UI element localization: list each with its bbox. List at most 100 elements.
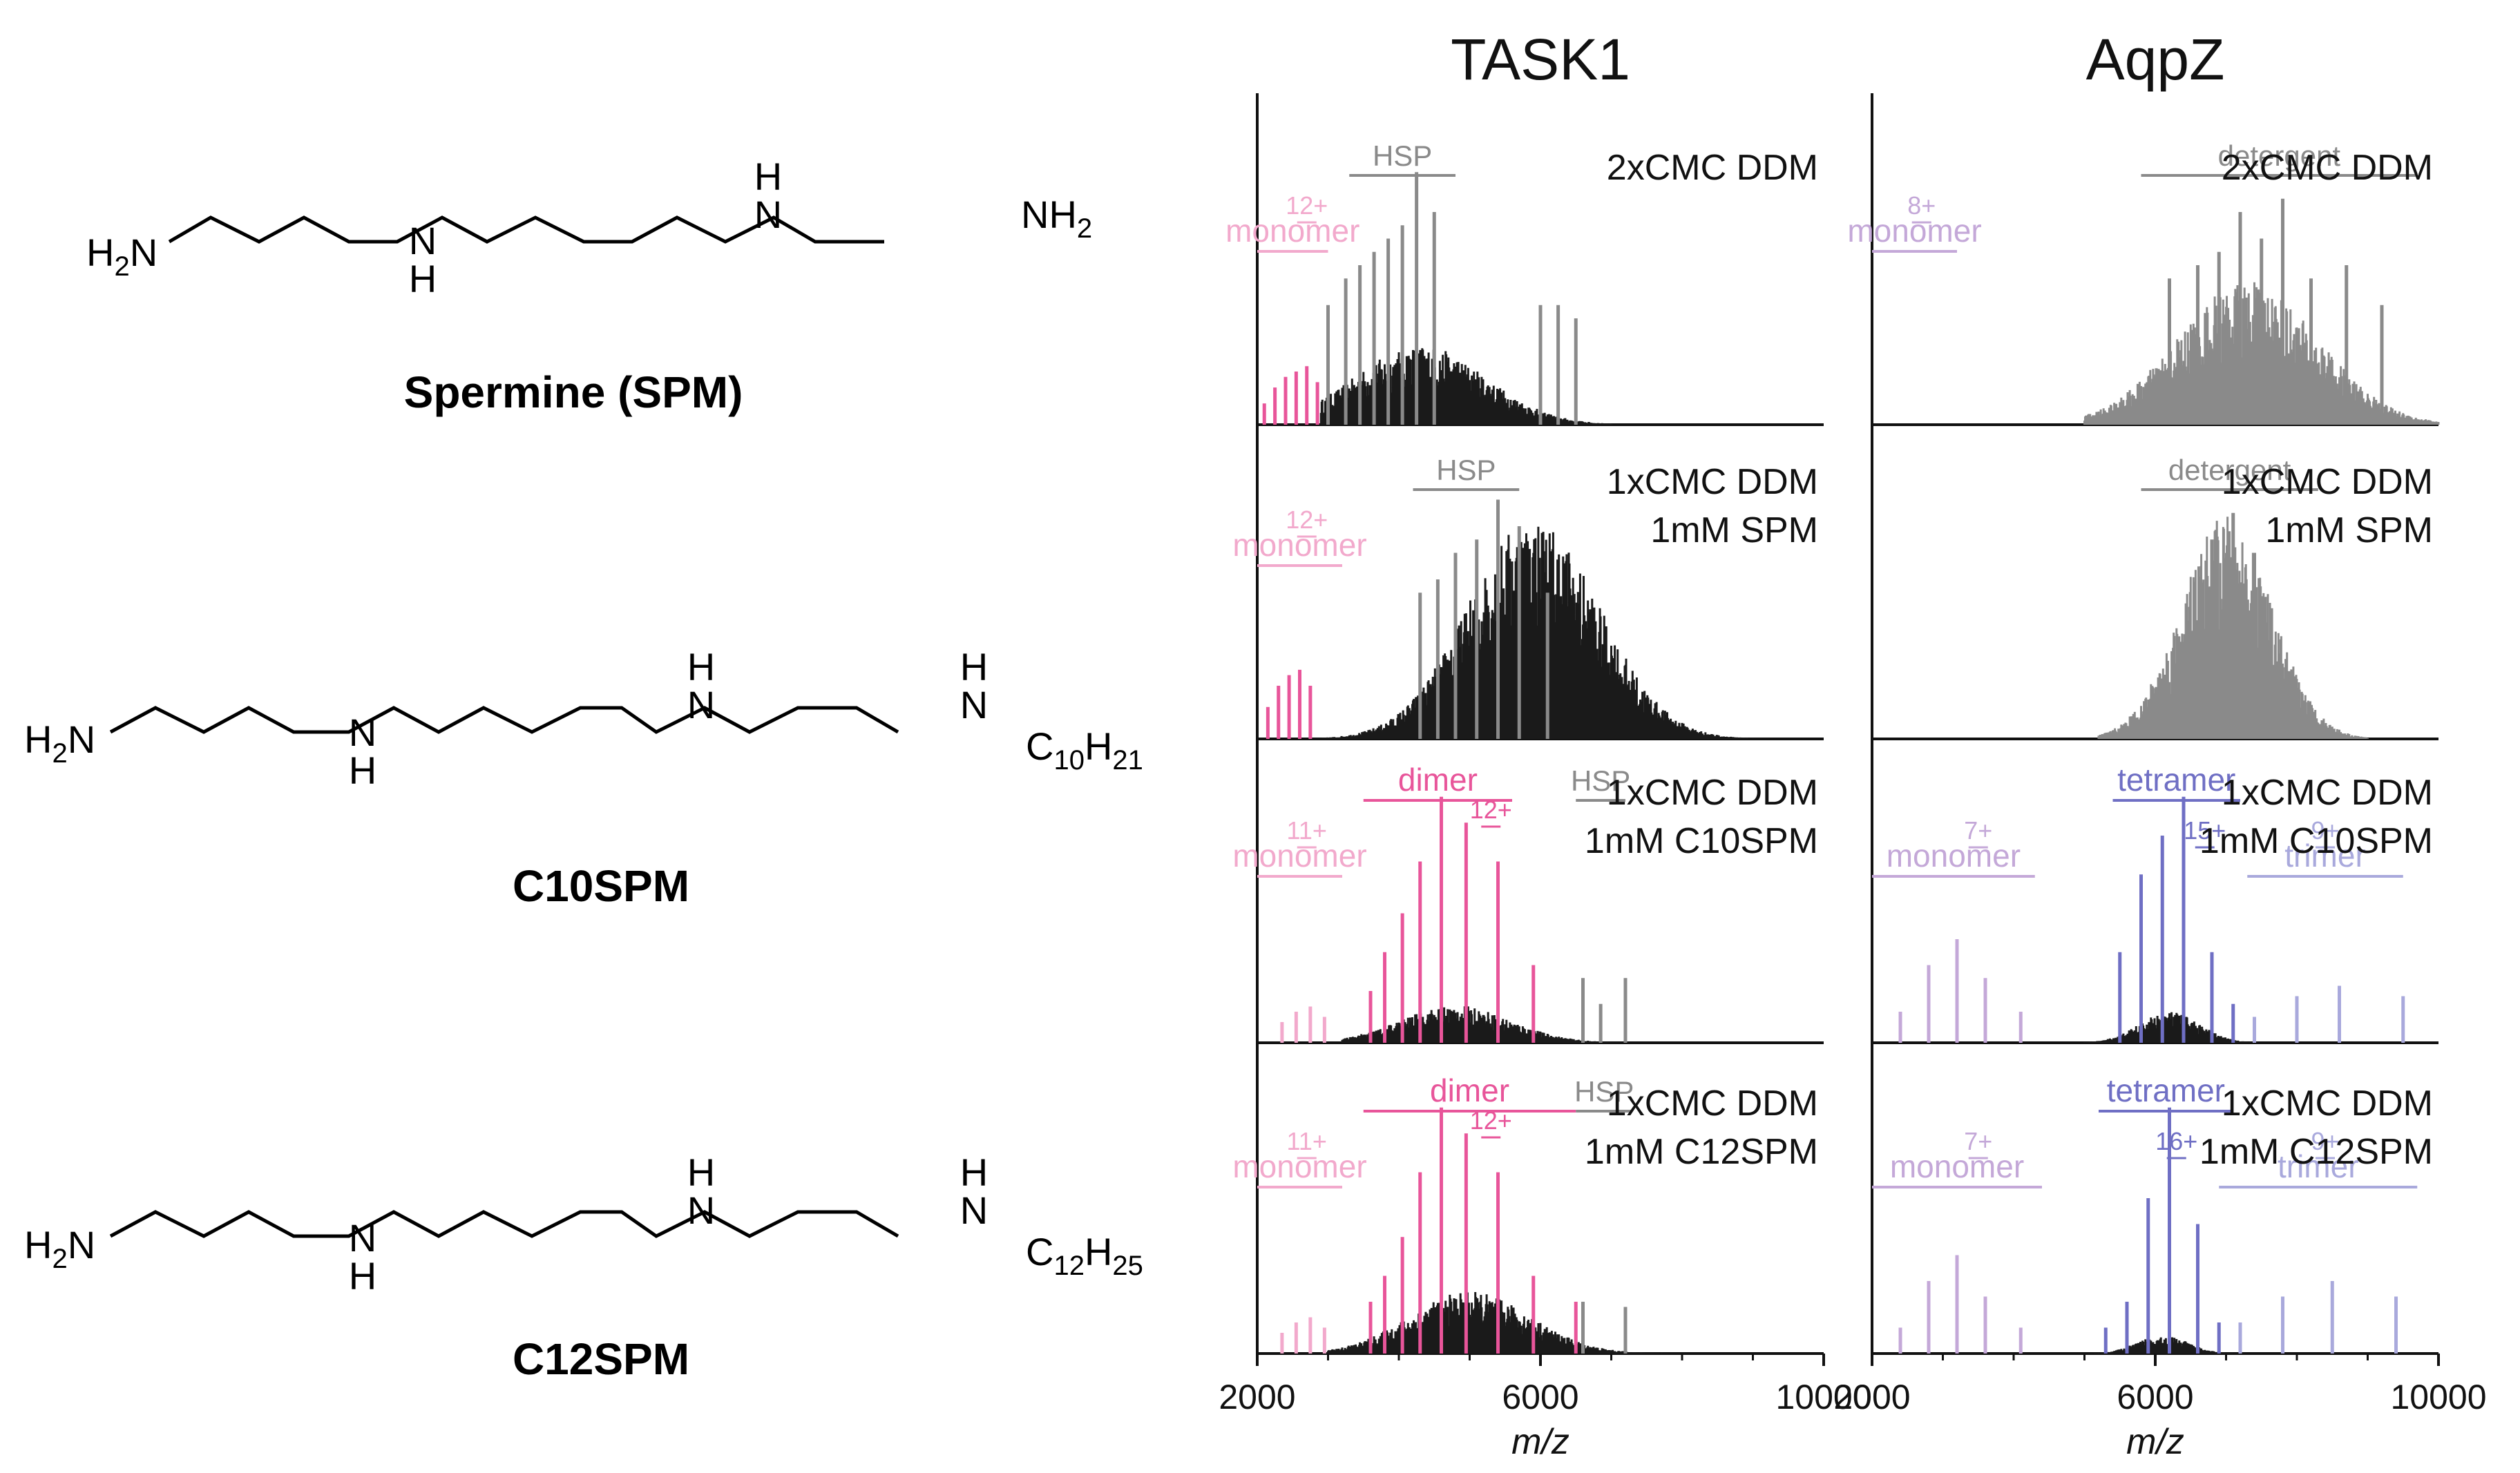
annotation-HSP: HSP (1571, 764, 1630, 797)
spermine-amine-h-1: H (409, 257, 437, 300)
c12spm-amine-h-1: H (349, 1254, 376, 1298)
noise-bars (2083, 1336, 2242, 1354)
noise-envelope (2083, 1336, 2242, 1354)
spermine-backbone (168, 215, 884, 244)
molecule-name-1: Spermine (SPM) (404, 367, 743, 417)
noise-envelope (2097, 517, 2369, 739)
spermine-h2n-label: H2N (86, 231, 158, 282)
annotation-monomer: monomer (1232, 527, 1366, 563)
annotation-monomer: monomer (1847, 213, 1981, 249)
c10spm-structure (109, 706, 899, 734)
noise-bars (1341, 1006, 1648, 1043)
charge-state-label: 8+ (1907, 191, 1936, 220)
noise-bars (2083, 1012, 2255, 1043)
species-dimer (1368, 796, 1536, 1043)
condition-label: 1mM C10SPM (1585, 821, 1818, 861)
noise-envelope (1312, 526, 1804, 739)
species-HSP (1581, 1302, 1628, 1354)
species-tetramer (2103, 1107, 2221, 1354)
charge-state-label: 12+ (1470, 1106, 1512, 1135)
condition-label: 1xCMC DDM (2222, 1084, 2433, 1124)
condition-label: 1mM SPM (2265, 510, 2433, 550)
charge-state-label: 7+ (1964, 816, 1992, 845)
spermine-structure (168, 215, 884, 244)
charge-state-label: 11+ (1287, 1127, 1327, 1155)
condition-label: 1xCMC DDM (2222, 462, 2433, 502)
c12spm-amine-h-3: H (960, 1151, 988, 1194)
species-trimer (2238, 1281, 2398, 1354)
spectrum-panel: HSP 12+monomer 1xCMC DDM 1mM SPM (1232, 454, 1824, 740)
species-tetramer (2118, 796, 2235, 1043)
c10spm-amine-h-1: H (349, 749, 376, 792)
species-monomer (1898, 939, 2023, 1043)
x-tick-label: 6000 (1502, 1378, 1578, 1416)
c10spm-amine-h-3: H (960, 645, 988, 689)
x-tick-label: 10000 (1775, 1378, 1871, 1416)
species-monomer (1898, 1255, 2023, 1354)
charge-state-label: 16+ (2155, 1127, 2197, 1155)
noise-bars (1312, 526, 1804, 739)
condition-label: 2xCMC DDM (1607, 148, 1818, 188)
spermine-nh2-label: NH2 (1021, 193, 1092, 244)
x-axis-label: m/z (1511, 1422, 1569, 1462)
species-HSP (1581, 978, 1628, 1043)
species-monomer (1262, 366, 1319, 425)
annotation-monomer: monomer (1887, 838, 2021, 874)
species-dimer (1368, 1107, 1578, 1354)
condition-label: 1mM C10SPM (2199, 821, 2433, 861)
annotation-dimer: dimer (1430, 1072, 1509, 1108)
c10spm-amine-h-2: H (687, 645, 715, 689)
species-monomer (1280, 1317, 1326, 1354)
molecule-name-2: C10SPM (513, 861, 689, 911)
c10spm-amine-n-2: N (687, 683, 715, 726)
charge-state-label: 11+ (1287, 816, 1327, 845)
c12spm-h2n-label: H2N (24, 1223, 95, 1274)
spermine-amine-n-1: N (409, 219, 437, 262)
species-HSP (1326, 172, 1578, 425)
spermine-amine-n-2: N (754, 193, 782, 236)
c12spm-amine-n-3: N (960, 1188, 988, 1232)
annotation-dimer: dimer (1398, 762, 1478, 798)
annotation-monomer: monomer (1232, 1148, 1366, 1184)
species-detergent (2168, 198, 2384, 425)
c10spm-amine-n-3: N (960, 683, 988, 726)
charge-state-label: 9+ (2311, 816, 2339, 845)
c12spm-structure (109, 1210, 899, 1238)
column-title-1: TASK1 (1451, 27, 1630, 92)
annotation-tetramer: tetramer (2117, 762, 2235, 798)
annotation-HSP: HSP (1574, 1075, 1634, 1108)
noise-envelope (1327, 1292, 1683, 1354)
annotation-monomer: monomer (1225, 213, 1359, 249)
condition-label: 2xCMC DDM (2222, 148, 2433, 188)
x-axis-label: m/z (2126, 1422, 2184, 1462)
x-tick-label: 6000 (2117, 1378, 2193, 1416)
x-tick-label: 2000 (1219, 1378, 1295, 1416)
annotation-monomer: monomer (1890, 1148, 2024, 1184)
species-detergent (2210, 512, 2256, 739)
spermine-amine-h-2: H (754, 155, 782, 198)
c12spm-amine-n-1: N (349, 1216, 376, 1260)
species-trimer (2253, 985, 2405, 1043)
noise-bars (2097, 517, 2369, 739)
c12spm-amine-n-2: N (687, 1188, 715, 1232)
c10spm-backbone (109, 706, 899, 734)
annotation-tetramer: tetramer (2107, 1072, 2225, 1108)
condition-label: 1xCMC DDM (1607, 462, 1818, 502)
charge-state-label: 9+ (2311, 1127, 2339, 1155)
c12spm-backbone (109, 1210, 899, 1238)
condition-label: 1mM C12SPM (1585, 1132, 1818, 1172)
annotation-HSP: HSP (1373, 139, 1432, 172)
noise-envelope (1319, 348, 1612, 425)
molecule-name-3: C12SPM (513, 1334, 689, 1384)
species-HSP (1418, 499, 1549, 739)
c12spm-alkyl-tail-label: C12H25 (1026, 1230, 1143, 1281)
